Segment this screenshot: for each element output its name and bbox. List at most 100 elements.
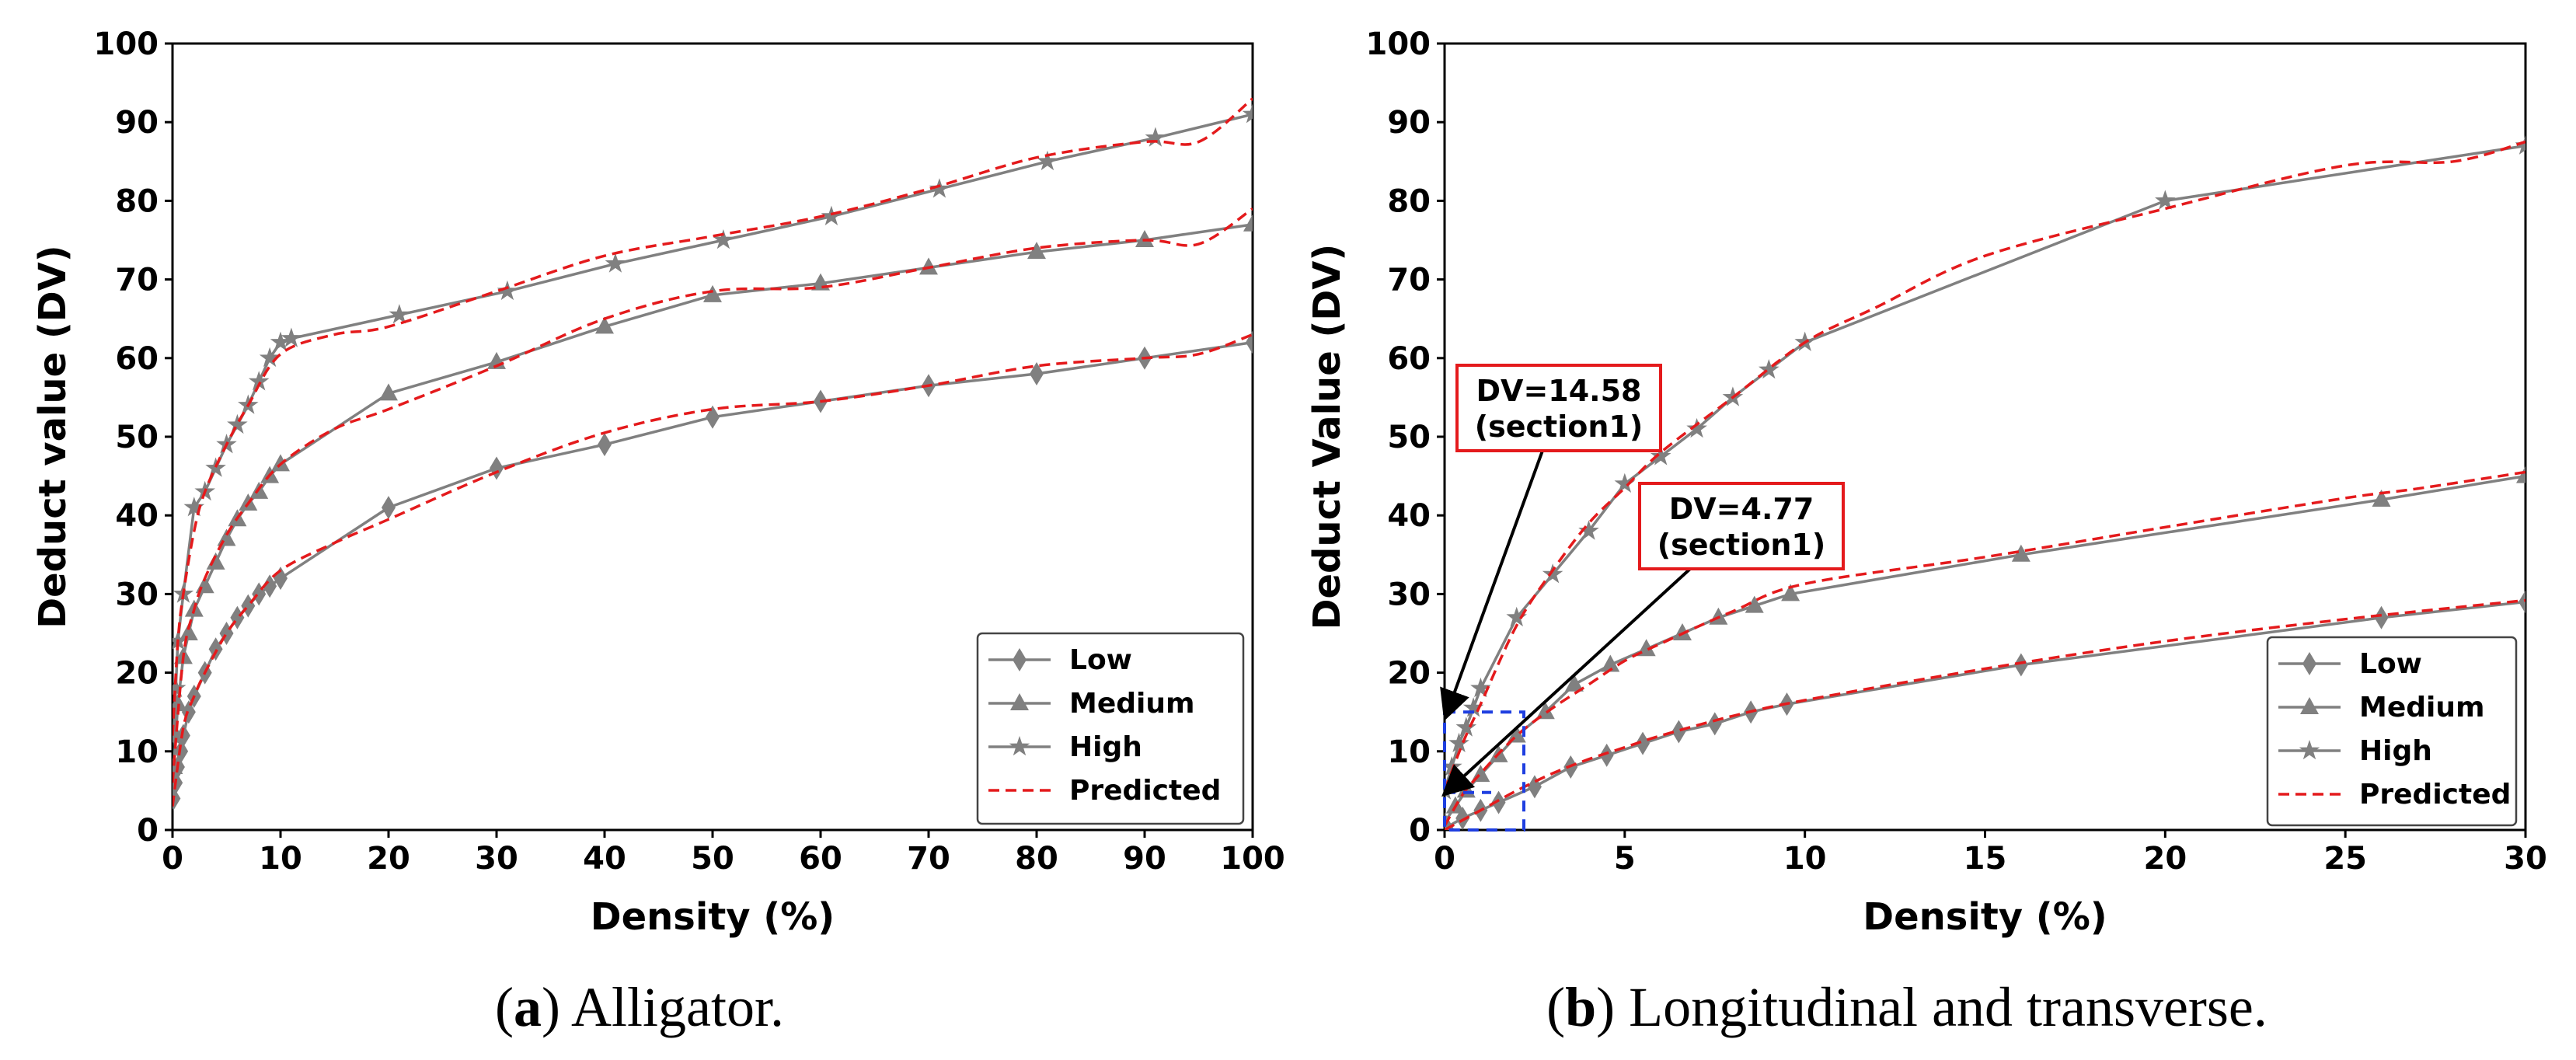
data-point-high [1578,520,1599,540]
plot-data [1445,134,2525,830]
y-tick-label: 60 [115,341,159,377]
data-point-high [1650,445,1671,465]
legend-label-predicted: Predicted [2359,779,2511,811]
y-tick-label: 90 [1387,105,1431,141]
y-tick-label: 100 [94,26,159,62]
annotation-arrow [1441,567,1692,797]
panel-longitudinal-transverse: 0 5 10 15 20 25 30 0 10 20 30 40 50 60 70 80 90 100 Densit… [1305,26,2547,1038]
annotation-box [1455,364,1662,452]
predicted-curve [1445,598,2525,830]
figure-caption: (a) Alligator. [495,976,784,1038]
x-tick-label: 10 [1783,841,1827,877]
data-point-low [1491,790,1506,814]
data-point-low [263,574,277,598]
x-tick-label: 30 [475,841,518,877]
legend-marker-medium [1010,693,1029,710]
y-tick-label: 90 [115,105,159,141]
zoom-box [1443,710,1526,832]
annotation-box [1638,482,1845,570]
data-point-low [174,739,189,763]
x-tick-label: 5 [1614,841,1636,877]
legend-box [976,632,1245,825]
y-tick-label: 0 [137,813,159,849]
y-tick-label: 50 [115,420,159,455]
data-point-high [1506,606,1527,627]
data-point-high [605,253,626,273]
data-point-medium [2372,489,2391,507]
data-point-high [1037,150,1058,171]
x-tick-label: 50 [691,841,734,877]
legend-marker-high [1009,736,1030,756]
data-point-low [598,433,612,457]
x-tick-label: 80 [1015,841,1058,877]
data-point-high [1462,697,1484,717]
x-tick-label: 10 [259,841,302,877]
figure-caption: (b) Longitudinal and transverse. [1546,976,2268,1038]
data-point-high [259,347,281,368]
y-tick-label: 20 [115,656,159,692]
legend: Low Medium High Predicted [976,632,1245,825]
data-point-medium [179,623,198,640]
x-tick-label: 0 [1434,841,1455,877]
data-point-medium [1745,595,1764,613]
data-point-high [1145,127,1166,147]
y-tick-label: 70 [1387,263,1431,298]
data-point-medium [1135,230,1154,247]
legend-label-high: High [1069,731,1142,763]
data-point-low [2374,605,2389,629]
caption-open: ( [1546,976,1565,1038]
data-point-high [713,229,734,249]
x-axis-label: Density (%) [591,895,835,939]
x-tick-label: 20 [2143,841,2187,877]
data-point-high [1242,103,1253,124]
data-point-high [227,413,248,434]
panel-alligator: 0 10 20 30 40 50 60 70 80 90 100 0 10 20 30 40 50 60 70 80 9… [31,26,1285,1038]
legend-label-low: Low [1069,644,1132,676]
annotation-arrow [1440,450,1544,721]
legend-label-medium: Medium [2359,692,2485,724]
data-point-high [497,280,518,301]
y-tick-label: 40 [1387,498,1431,534]
legend-label-predicted: Predicted [1069,775,1221,807]
data-point-medium [1243,214,1253,232]
data-point-medium [1601,654,1620,672]
data-point-low [382,496,396,520]
y-tick-label: 0 [1409,813,1431,849]
data-point-high [929,178,950,198]
legend-marker-low [1013,648,1027,671]
legend-marker-low [2302,652,2316,675]
data-point-medium [1781,584,1800,601]
caption-close: ) [1596,976,1615,1038]
data-point-high [821,205,842,225]
data-point-high [1455,717,1477,737]
data-point-medium [919,257,938,275]
x-tick-label: 0 [162,841,183,877]
y-tick-label: 80 [1387,183,1431,219]
data-point-high [281,327,302,347]
data-point-low [2518,590,2525,614]
y-axis-label: Deduct value (DV) [31,245,75,628]
legend-box [2266,636,2518,827]
data-point-low [1671,720,1686,744]
legend-marker-high [2299,740,2320,760]
predicted-curve [1445,140,2525,792]
legend-marker-medium [2300,697,2319,714]
data-point-high [183,497,205,517]
predicted-curve [173,97,1253,736]
caption-text: Alligator. [560,976,784,1038]
x-tick-label: 90 [1123,841,1166,877]
data-point-medium [595,316,614,334]
y-tick-label: 40 [115,498,159,534]
y-tick-label: 60 [1387,341,1431,377]
predicted-curve [173,333,1253,807]
data-point-medium [1027,242,1046,260]
legend-label-medium: Medium [1069,688,1195,720]
x-tick-label: 20 [367,841,410,877]
y-tick-label: 30 [1387,577,1431,612]
data-point-medium [2011,544,2030,562]
y-tick-label: 50 [1387,420,1431,455]
y-tick-label: 80 [115,183,159,219]
data-point-medium [703,284,722,302]
data-point-high [1470,677,1491,698]
x-tick-label: 100 [1220,841,1285,877]
